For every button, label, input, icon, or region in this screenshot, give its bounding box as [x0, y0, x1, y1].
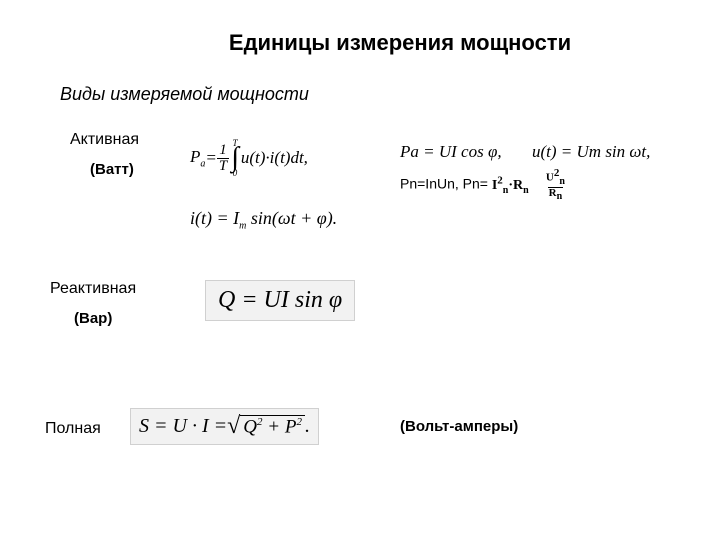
reactive-unit: (Вар) — [74, 310, 136, 327]
u2-over-r: U2n Rn — [546, 168, 565, 202]
integral-icon: T ∫ 0 — [231, 140, 239, 177]
full-formula: S = U · I = √ Q2 + P2 . — [130, 408, 319, 445]
pn-line: Pn=InUn, Pn= I2n·Rn U2n Rn — [400, 168, 565, 202]
one-over-t: 1 T — [217, 143, 229, 174]
active-integral-formula: Pa = 1 T T ∫ 0 u(t)·i(t)dt, — [190, 140, 308, 177]
pa-symbol: Pa — [190, 147, 205, 169]
integrand: u(t)·i(t)dt, — [241, 148, 308, 168]
eq: = — [205, 148, 216, 168]
reactive-formula: Q = UI sin φ — [205, 280, 355, 321]
active-unit: (Ватт) — [90, 161, 680, 178]
ut-formula: u(t) = Um sin ωt, — [532, 142, 650, 162]
pa-cos-formula: Pa = UI cos φ, — [400, 142, 502, 162]
full-label: Полная — [45, 420, 101, 438]
page-title: Единицы измерения мощности — [120, 30, 680, 56]
it-formula: i(t) = Im sin(ωt + φ). — [190, 208, 337, 232]
sqrt-icon: √ — [227, 413, 240, 440]
subtitle: Виды измеряемой мощности — [60, 84, 680, 105]
full-unit: (Вольт-амперы) — [400, 418, 518, 435]
reactive-label: Реактивная — [50, 280, 136, 298]
